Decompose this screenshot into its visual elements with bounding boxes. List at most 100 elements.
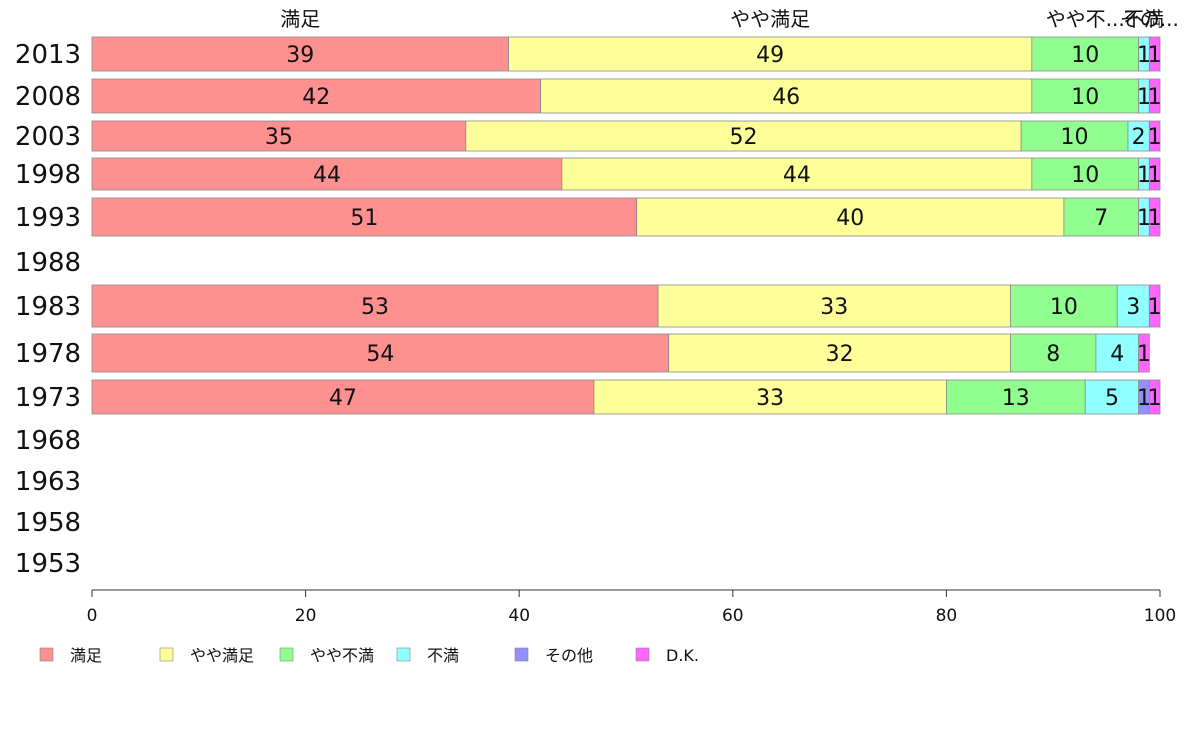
data-label-2013-3: 1 bbox=[1137, 43, 1151, 68]
data-label-1998-2: 10 bbox=[1071, 163, 1099, 188]
top-label-3: 不満 bbox=[1124, 7, 1164, 31]
top-label-0: 満足 bbox=[280, 7, 320, 31]
data-label-1978-2: 8 bbox=[1046, 342, 1060, 367]
year-label-1988: 1988 bbox=[15, 248, 81, 278]
bar-segment-1978-5 bbox=[1138, 333, 1150, 373]
year-label-1973: 1973 bbox=[15, 383, 81, 413]
bar-segment-2013-2 bbox=[1031, 36, 1140, 72]
data-label-1998-3: 1 bbox=[1137, 163, 1151, 188]
bar-segment-1993-2 bbox=[1063, 197, 1140, 237]
legend-label-0: 満足 bbox=[70, 646, 102, 665]
data-label-1998-0: 44 bbox=[313, 163, 341, 188]
data-label-2008-0: 42 bbox=[302, 85, 330, 110]
bar-segment-1973-1 bbox=[593, 379, 947, 415]
bar-segment-2013-0 bbox=[91, 36, 509, 72]
data-label-1998-1: 44 bbox=[783, 163, 811, 188]
data-label-1983-5: 1 bbox=[1148, 295, 1162, 320]
data-label-1993-2: 7 bbox=[1094, 206, 1108, 231]
bar-segment-1983-0 bbox=[91, 284, 659, 328]
x-tick-label-40: 40 bbox=[508, 606, 530, 626]
bar-segment-1983-1 bbox=[657, 284, 1011, 328]
data-label-1978-5: 1 bbox=[1137, 342, 1151, 367]
x-tick-label-0: 0 bbox=[87, 606, 98, 626]
bar-segment-1978-3 bbox=[1095, 333, 1140, 373]
data-label-2008-1: 46 bbox=[772, 85, 800, 110]
bar-segment-2013-1 bbox=[508, 36, 1033, 72]
bar-segment-2008-5 bbox=[1148, 78, 1161, 114]
legend-swatch-3 bbox=[396, 647, 411, 662]
data-label-1973-5: 1 bbox=[1148, 386, 1162, 411]
data-label-1993-0: 51 bbox=[350, 206, 378, 231]
bar-segment-1973-2 bbox=[946, 379, 1086, 415]
bar-segment-1978-0 bbox=[91, 333, 670, 373]
data-label-1978-1: 32 bbox=[826, 342, 854, 367]
top-label-4: その... bbox=[1120, 7, 1179, 31]
bar-segment-2013-5 bbox=[1148, 36, 1161, 72]
data-label-1973-1: 33 bbox=[756, 386, 784, 411]
x-tick-label-20: 20 bbox=[295, 606, 317, 626]
data-label-1973-3: 5 bbox=[1105, 386, 1119, 411]
bar-segment-1973-3 bbox=[1084, 379, 1140, 415]
top-labels-layer: 満足 やや満足 やや不... 不満その... bbox=[280, 7, 1179, 31]
bar-segment-2003-5 bbox=[1148, 120, 1161, 152]
year-label-2003: 2003 bbox=[15, 122, 81, 152]
top-label-2: やや不... bbox=[1046, 7, 1125, 31]
data-label-1993-1: 40 bbox=[836, 206, 864, 231]
legend-swatch-4 bbox=[514, 647, 529, 662]
x-axis: 0 20 40 60 80 100 bbox=[87, 589, 1176, 626]
year-label-1958: 1958 bbox=[15, 508, 81, 538]
data-label-1993-3: 1 bbox=[1137, 206, 1151, 231]
bar-segment-2003-0 bbox=[91, 120, 467, 152]
bar-segment-2008-2 bbox=[1031, 78, 1140, 114]
year-label-1983: 1983 bbox=[15, 292, 81, 322]
data-label-2003-5: 1 bbox=[1148, 125, 1162, 150]
legend-swatch-0 bbox=[39, 647, 54, 662]
bar-segment-1993-5 bbox=[1148, 197, 1161, 237]
data-label-2008-3: 1 bbox=[1137, 85, 1151, 110]
year-label-1963: 1963 bbox=[15, 467, 81, 497]
data-label-1973-2: 13 bbox=[1002, 386, 1030, 411]
data-label-1993-5: 1 bbox=[1148, 206, 1162, 231]
data-label-2013-5: 1 bbox=[1148, 43, 1162, 68]
bar-segment-1998-2 bbox=[1031, 157, 1140, 191]
bar-segment-1998-0 bbox=[91, 157, 563, 191]
legend: 満足 やや満足 やや不満 不満 その他 D.K. bbox=[39, 646, 699, 665]
year-label-1968: 1968 bbox=[15, 426, 81, 456]
data-label-1983-1: 33 bbox=[820, 295, 848, 320]
data-label-2008-2: 10 bbox=[1071, 85, 1099, 110]
legend-label-5: D.K. bbox=[666, 646, 699, 665]
data-label-2013-2: 10 bbox=[1071, 43, 1099, 68]
year-labels-layer: 2013 2008 2003 1998 1993 1988 1983 1978 1973 1968… bbox=[15, 40, 81, 579]
bar-segment-1973-5 bbox=[1148, 379, 1161, 415]
bar-segment-2008-1 bbox=[540, 78, 1033, 114]
legend-label-1: やや満足 bbox=[190, 646, 254, 665]
legend-swatch-1 bbox=[159, 647, 174, 662]
legend-swatch-2 bbox=[279, 647, 294, 662]
legend-label-3: 不満 bbox=[427, 646, 459, 665]
bar-segment-1983-5 bbox=[1148, 284, 1161, 328]
data-label-1978-0: 54 bbox=[366, 342, 394, 367]
bar-segment-1983-2 bbox=[1010, 284, 1118, 328]
bar-segment-1973-0 bbox=[91, 379, 595, 415]
bars-layer bbox=[91, 36, 1161, 415]
x-tick-label-80: 80 bbox=[936, 606, 958, 626]
year-label-2008: 2008 bbox=[15, 82, 81, 112]
bar-segment-1998-1 bbox=[561, 157, 1033, 191]
year-label-1998: 1998 bbox=[15, 160, 81, 190]
year-label-2013: 2013 bbox=[15, 40, 81, 70]
x-tick-label-60: 60 bbox=[722, 606, 744, 626]
data-label-1983-2: 10 bbox=[1050, 295, 1078, 320]
bar-segment-1998-5 bbox=[1148, 157, 1161, 191]
data-label-2003-1: 52 bbox=[729, 125, 757, 150]
data-label-1983-3: 3 bbox=[1126, 295, 1140, 320]
data-label-1983-0: 53 bbox=[361, 295, 389, 320]
year-label-1978: 1978 bbox=[15, 339, 81, 369]
data-label-2013-1: 49 bbox=[756, 43, 784, 68]
bar-segment-1978-1 bbox=[668, 333, 1011, 373]
data-label-2003-3: 2 bbox=[1132, 125, 1146, 150]
legend-label-4: その他 bbox=[545, 646, 593, 665]
data-label-1973-0: 47 bbox=[329, 386, 357, 411]
legend-label-2: やや不満 bbox=[310, 646, 374, 665]
